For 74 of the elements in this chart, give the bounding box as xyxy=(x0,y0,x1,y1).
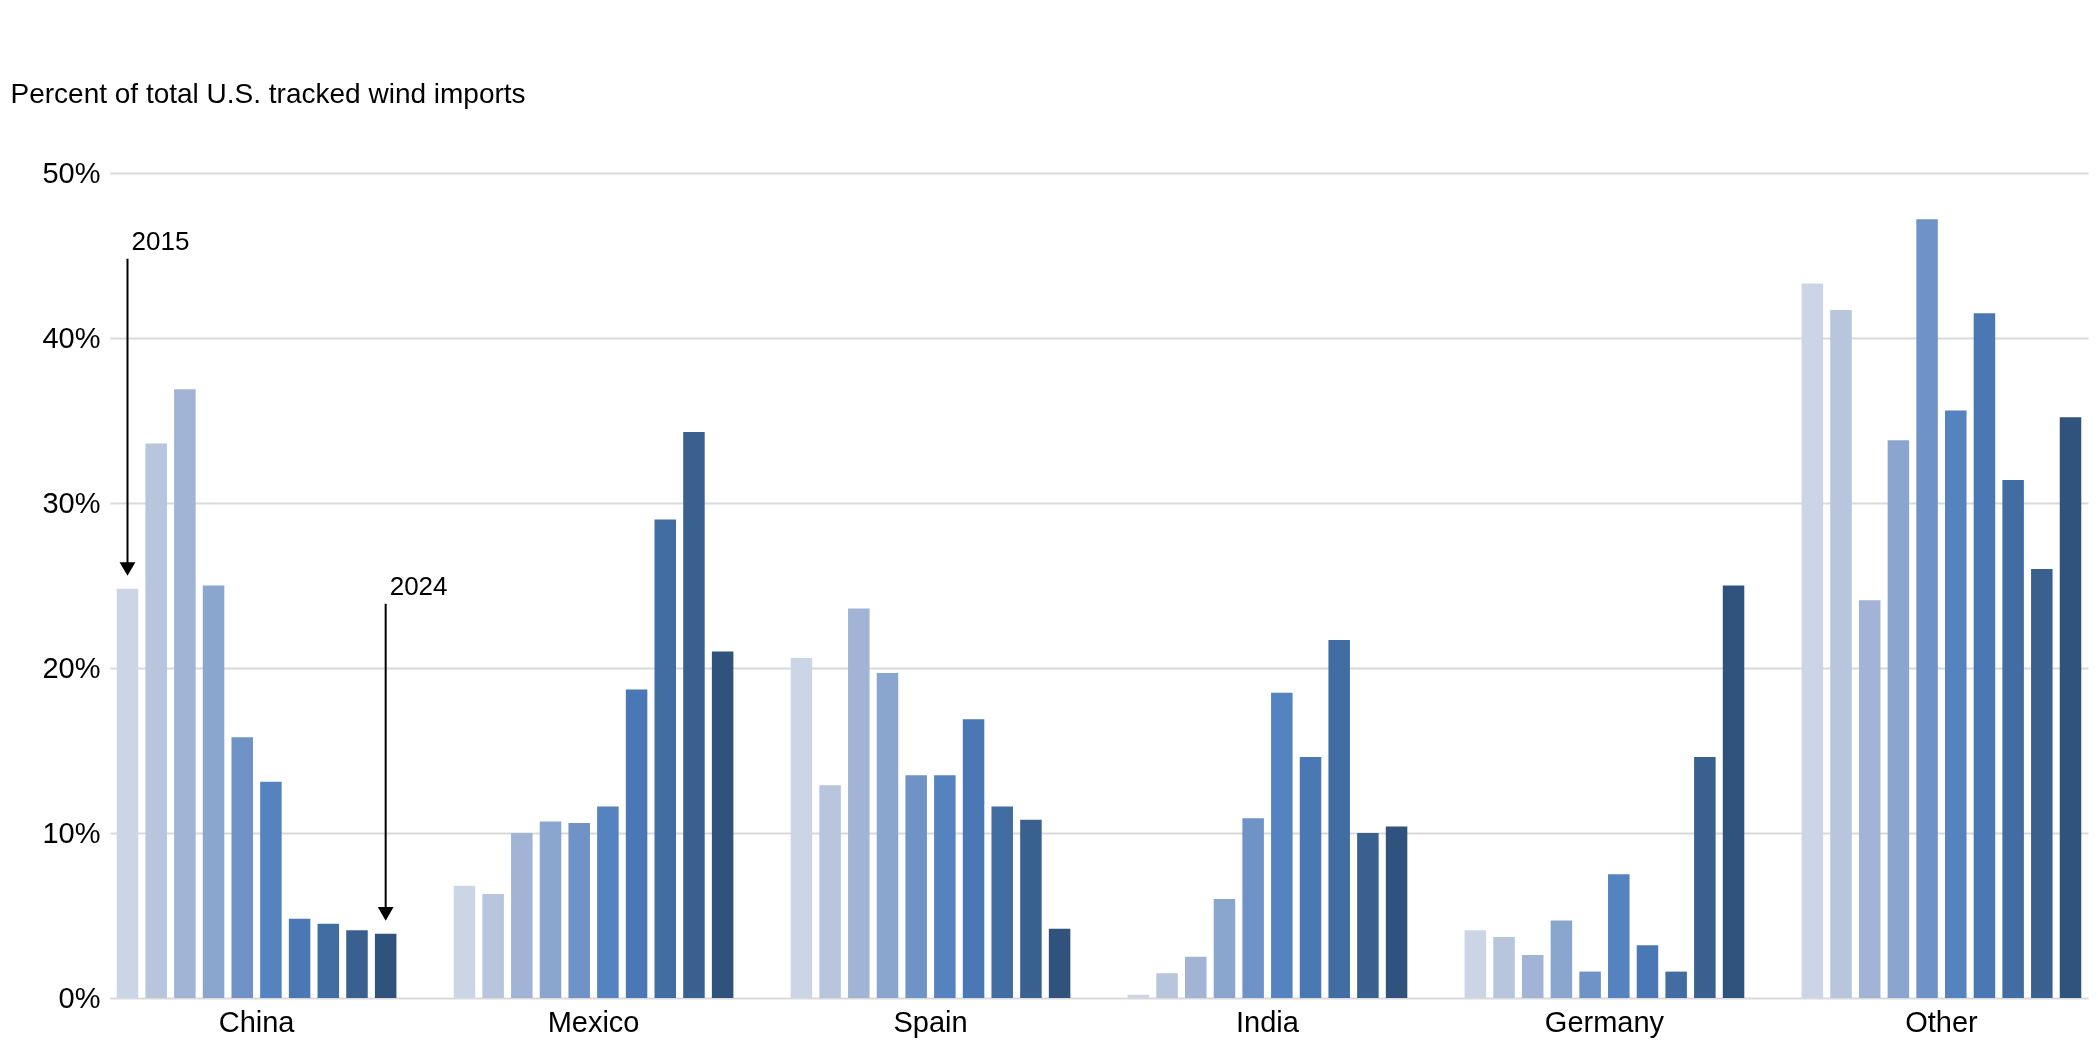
bar xyxy=(905,775,927,998)
bar xyxy=(1973,313,1996,998)
bar xyxy=(1271,692,1293,998)
bar xyxy=(2002,479,2024,998)
bar xyxy=(374,933,397,998)
bar xyxy=(1694,757,1716,998)
bar xyxy=(1916,219,1938,998)
x-tick-label: Spain xyxy=(893,1005,968,1038)
y-axis-title: Percent of total U.S. tracked wind imports xyxy=(10,77,526,109)
bar xyxy=(1357,833,1379,998)
y-tick-label: 20% xyxy=(42,651,101,684)
bar xyxy=(346,930,368,998)
bar xyxy=(288,918,311,998)
y-tick-label: 40% xyxy=(42,321,101,354)
bar xyxy=(625,689,648,998)
bar xyxy=(654,519,677,998)
y-tick-label: 50% xyxy=(42,156,101,189)
bar xyxy=(819,785,841,998)
bar xyxy=(1858,600,1881,998)
bar xyxy=(790,658,813,998)
bar xyxy=(1242,818,1264,998)
bar xyxy=(2059,417,2082,998)
bar xyxy=(1464,930,1487,998)
bar xyxy=(568,823,590,998)
bar xyxy=(202,585,225,998)
bar xyxy=(683,432,705,998)
bar xyxy=(1722,585,1745,998)
bar xyxy=(1608,874,1630,998)
bar xyxy=(1636,945,1659,998)
annotation: 2024 xyxy=(389,570,448,601)
annotation: 2015 xyxy=(131,225,190,256)
bar xyxy=(1328,639,1350,998)
bar xyxy=(1830,309,1852,998)
y-tick-label: 10% xyxy=(42,816,101,849)
bar xyxy=(1156,973,1178,998)
bar xyxy=(174,389,196,998)
bar xyxy=(145,443,167,998)
bar xyxy=(1213,899,1236,998)
bar xyxy=(511,833,533,998)
bar xyxy=(1945,410,1967,998)
bar xyxy=(1299,757,1322,998)
bar xyxy=(539,821,562,998)
bar xyxy=(1665,971,1687,998)
bar xyxy=(848,608,870,998)
bar xyxy=(1020,819,1042,998)
bar xyxy=(1185,956,1207,998)
bar xyxy=(597,806,619,998)
bar xyxy=(453,885,476,998)
x-tick-label: Mexico xyxy=(547,1005,640,1038)
bar xyxy=(991,806,1013,998)
bar xyxy=(962,719,985,998)
bar xyxy=(1801,283,1824,998)
bar xyxy=(482,894,504,998)
bar xyxy=(260,781,282,998)
bar xyxy=(231,737,253,998)
y-tick-label: 30% xyxy=(42,486,101,519)
x-tick-label: Other xyxy=(1905,1005,1979,1038)
x-tick-label: India xyxy=(1236,1005,1300,1038)
bar xyxy=(116,588,139,998)
bar xyxy=(1550,920,1573,998)
bar xyxy=(1493,936,1515,998)
bar xyxy=(876,672,899,998)
bar xyxy=(1385,826,1408,998)
x-tick-label: Germany xyxy=(1544,1005,1665,1038)
bar xyxy=(1048,928,1071,998)
bar xyxy=(317,923,340,998)
y-tick-label: 0% xyxy=(58,981,101,1014)
bar xyxy=(711,651,734,998)
bar xyxy=(934,775,956,998)
x-tick-label: China xyxy=(218,1005,296,1038)
bar xyxy=(2031,569,2053,998)
bar xyxy=(1887,440,1910,998)
bar xyxy=(1579,971,1601,998)
bar xyxy=(1521,955,1544,998)
